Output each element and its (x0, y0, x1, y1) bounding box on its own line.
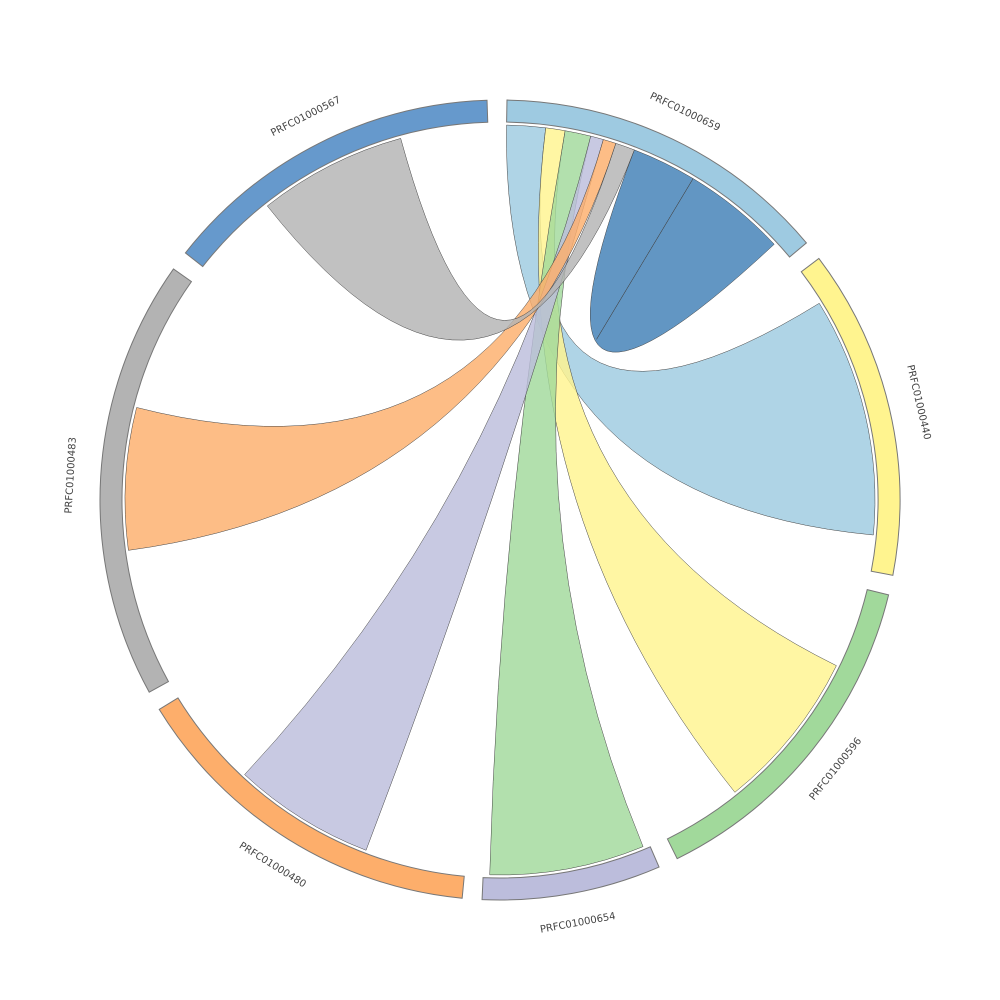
group-label: PRFC01000567 (269, 95, 342, 139)
group-label: PRFC01000659 (648, 91, 722, 134)
group-label: PRFC01000596 (808, 736, 865, 803)
chords (124, 124, 876, 876)
group-arc (481, 846, 660, 901)
group-arc (666, 589, 890, 860)
group-arc (158, 697, 465, 899)
group-arcs (99, 99, 901, 901)
chord (489, 130, 644, 876)
chord (244, 135, 604, 851)
group-label: PRFC01000480 (237, 840, 308, 890)
group-arc (800, 257, 901, 576)
chord (266, 138, 635, 341)
group-label: PRFC01000654 (539, 911, 616, 936)
group-label: PRFC01000483 (64, 437, 79, 514)
chord (124, 139, 617, 551)
group-arc (99, 268, 193, 693)
chord (589, 149, 775, 353)
group-label: PRFC01000440 (904, 364, 932, 441)
group-arc (506, 99, 808, 258)
group-arc (184, 99, 489, 268)
